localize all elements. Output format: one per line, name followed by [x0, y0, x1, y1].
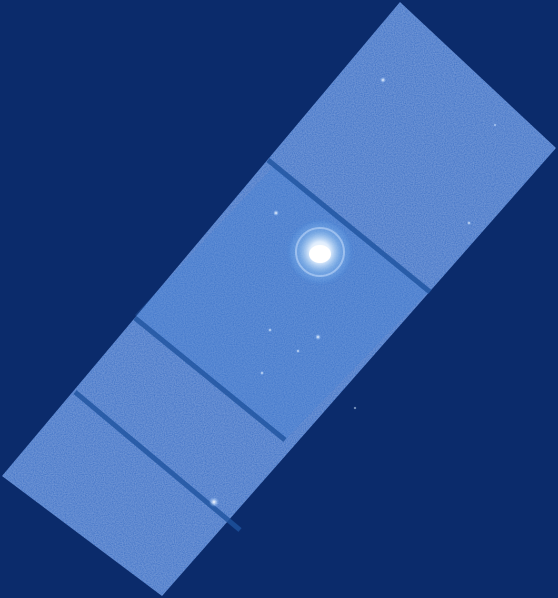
seam-2	[133, 316, 287, 442]
seam-3	[73, 390, 242, 532]
seam-1	[266, 158, 432, 294]
nebula-ring	[295, 227, 345, 277]
star	[268, 328, 272, 332]
star	[296, 349, 300, 353]
nebula-core	[309, 245, 331, 263]
star	[273, 210, 279, 216]
star	[315, 334, 321, 340]
star	[209, 497, 219, 507]
star	[353, 406, 357, 410]
star	[260, 371, 264, 375]
panel-seams	[73, 158, 432, 532]
star	[467, 221, 471, 225]
star	[493, 123, 497, 127]
star	[380, 77, 386, 83]
planetary-nebula	[286, 218, 354, 286]
stars	[209, 77, 497, 507]
